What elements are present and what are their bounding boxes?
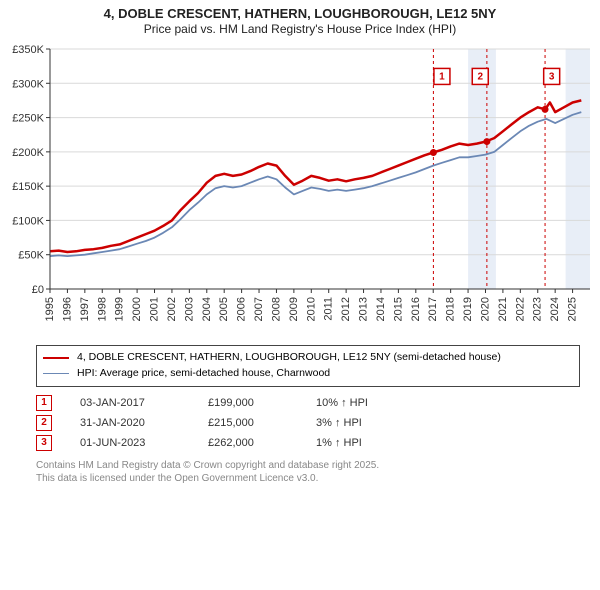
svg-text:2017: 2017 <box>427 297 439 321</box>
svg-text:2001: 2001 <box>149 297 161 321</box>
event-row: 2 31-JAN-2020 £215,000 3% ↑ HPI <box>36 413 580 433</box>
chart-titles: 4, DOBLE CRESCENT, HATHERN, LOUGHBOROUGH… <box>0 0 600 39</box>
svg-text:2022: 2022 <box>514 297 526 321</box>
event-price: £199,000 <box>208 397 288 409</box>
event-badge: 3 <box>36 435 52 451</box>
chart-container: 4, DOBLE CRESCENT, HATHERN, LOUGHBOROUGH… <box>0 0 600 485</box>
svg-text:2006: 2006 <box>236 297 248 321</box>
footer-line-1: Contains HM Land Registry data © Crown c… <box>36 459 580 472</box>
svg-text:2025: 2025 <box>567 297 579 321</box>
svg-text:2000: 2000 <box>131 297 143 321</box>
legend-row: 4, DOBLE CRESCENT, HATHERN, LOUGHBOROUGH… <box>43 350 573 366</box>
svg-text:1999: 1999 <box>114 297 126 321</box>
svg-text:2003: 2003 <box>183 297 195 321</box>
svg-text:2012: 2012 <box>340 297 352 321</box>
event-badge: 2 <box>36 415 52 431</box>
svg-text:2007: 2007 <box>253 297 265 321</box>
svg-text:2: 2 <box>477 72 483 83</box>
legend-label: HPI: Average price, semi-detached house,… <box>77 366 330 382</box>
svg-text:2018: 2018 <box>445 297 457 321</box>
svg-text:2008: 2008 <box>270 297 282 321</box>
svg-text:2023: 2023 <box>532 297 544 321</box>
footer-line-2: This data is licensed under the Open Gov… <box>36 472 580 485</box>
event-hpi: 1% ↑ HPI <box>316 437 362 449</box>
svg-text:2005: 2005 <box>218 297 230 321</box>
svg-text:1998: 1998 <box>96 297 108 321</box>
legend-swatch <box>43 357 69 359</box>
svg-text:2015: 2015 <box>392 297 404 321</box>
title-main: 4, DOBLE CRESCENT, HATHERN, LOUGHBOROUGH… <box>8 6 592 22</box>
svg-text:1996: 1996 <box>61 297 73 321</box>
event-price: £215,000 <box>208 417 288 429</box>
svg-text:2009: 2009 <box>288 297 300 321</box>
event-badge: 1 <box>36 395 52 411</box>
svg-text:2024: 2024 <box>549 297 561 321</box>
title-sub: Price paid vs. HM Land Registry's House … <box>8 22 592 37</box>
event-date: 31-JAN-2020 <box>80 417 180 429</box>
svg-text:£250K: £250K <box>12 113 44 125</box>
svg-text:2019: 2019 <box>462 297 474 321</box>
svg-text:£150K: £150K <box>12 181 44 193</box>
event-row: 3 01-JUN-2023 £262,000 1% ↑ HPI <box>36 433 580 453</box>
svg-text:2004: 2004 <box>201 297 213 321</box>
svg-text:2016: 2016 <box>410 297 422 321</box>
svg-text:2002: 2002 <box>166 297 178 321</box>
legend: 4, DOBLE CRESCENT, HATHERN, LOUGHBOROUGH… <box>36 345 580 387</box>
event-hpi: 10% ↑ HPI <box>316 397 368 409</box>
svg-text:1: 1 <box>439 72 445 83</box>
event-row: 1 03-JAN-2017 £199,000 10% ↑ HPI <box>36 393 580 413</box>
event-date: 03-JAN-2017 <box>80 397 180 409</box>
event-date: 01-JUN-2023 <box>80 437 180 449</box>
svg-text:1995: 1995 <box>44 297 56 321</box>
svg-text:£350K: £350K <box>12 44 44 56</box>
svg-text:2021: 2021 <box>497 297 509 321</box>
svg-text:£300K: £300K <box>12 79 44 91</box>
event-hpi: 3% ↑ HPI <box>316 417 362 429</box>
svg-text:3: 3 <box>549 72 555 83</box>
attribution-footer: Contains HM Land Registry data © Crown c… <box>36 459 580 485</box>
svg-text:1997: 1997 <box>79 297 91 321</box>
legend-swatch <box>43 373 69 374</box>
line-chart: £0 £50K £100K £150K £200K £250K £300K £350K 1995… <box>0 39 600 339</box>
event-price: £262,000 <box>208 437 288 449</box>
event-table: 1 03-JAN-2017 £199,000 10% ↑ HPI 2 31-JAN-202… <box>36 393 580 453</box>
svg-text:£100K: £100K <box>12 216 44 228</box>
svg-text:£0: £0 <box>32 284 44 296</box>
svg-text:2020: 2020 <box>479 297 491 321</box>
legend-label: 4, DOBLE CRESCENT, HATHERN, LOUGHBOROUGH… <box>77 350 501 366</box>
legend-row: HPI: Average price, semi-detached house,… <box>43 366 573 382</box>
svg-text:2011: 2011 <box>323 297 335 321</box>
svg-text:2014: 2014 <box>375 297 387 321</box>
svg-text:£50K: £50K <box>18 250 44 262</box>
svg-text:2013: 2013 <box>358 297 370 321</box>
svg-text:£200K: £200K <box>12 147 44 159</box>
svg-text:2010: 2010 <box>305 297 317 321</box>
